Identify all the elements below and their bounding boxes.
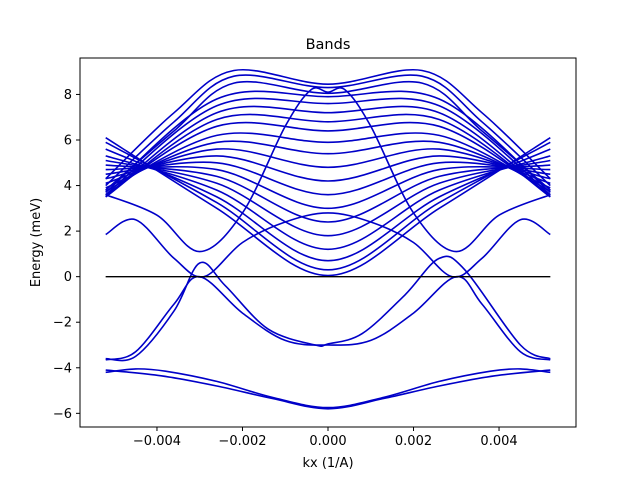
band-line-18: [105, 132, 551, 193]
y-tick-label: −2: [53, 316, 72, 331]
band-line-7: [105, 137, 551, 277]
band-line-24: [105, 80, 551, 191]
x-tick-label: 0.004: [480, 434, 517, 449]
band-line-2: [105, 368, 551, 409]
y-axis-ticks: −6 −4 −2 0 2 4 6 8: [53, 88, 80, 422]
band-line-4: [105, 255, 551, 362]
y-tick-label: −6: [53, 407, 72, 422]
band-line-22: [105, 97, 551, 196]
band-line-13: [105, 165, 551, 210]
x-tick-label: −0.002: [218, 434, 266, 449]
x-tick-label: 0.000: [309, 434, 346, 449]
band-line-6: [105, 87, 551, 253]
band-line-5: [105, 212, 551, 278]
band-line-17: [105, 140, 551, 189]
band-line-14: [105, 161, 551, 196]
chart-title: Bands: [306, 37, 351, 53]
y-tick-label: 2: [64, 225, 72, 240]
band-line-25: [105, 74, 551, 187]
band-line-20: [105, 113, 551, 198]
band-line-11: [105, 159, 551, 237]
x-tick-label: −0.004: [133, 434, 181, 449]
y-axis-label: Energy (meV): [29, 198, 44, 287]
y-tick-label: 8: [64, 88, 72, 103]
x-axis-ticks: −0.004 −0.002 0.000 0.002 0.004: [133, 427, 518, 449]
y-tick-label: 0: [64, 270, 72, 285]
band-line-10: [105, 155, 551, 251]
band-lines: [105, 68, 551, 410]
y-tick-label: 6: [64, 134, 72, 149]
band-line-3: [105, 275, 551, 361]
band-line-12: [105, 164, 551, 223]
x-tick-label: 0.002: [395, 434, 432, 449]
band-line-8: [105, 141, 551, 271]
band-line-23: [105, 90, 551, 194]
band-line-16: [105, 148, 551, 185]
band-line-21: [105, 105, 551, 198]
y-tick-label: 4: [64, 179, 72, 194]
band-line-15: [105, 155, 551, 182]
band-line-1: [105, 369, 551, 410]
y-tick-label: −4: [53, 361, 72, 376]
band-line-26: [105, 68, 551, 180]
x-axis-label: kx (1/A): [302, 456, 353, 471]
band-line-9: [105, 148, 551, 262]
band-line-19: [105, 121, 551, 196]
